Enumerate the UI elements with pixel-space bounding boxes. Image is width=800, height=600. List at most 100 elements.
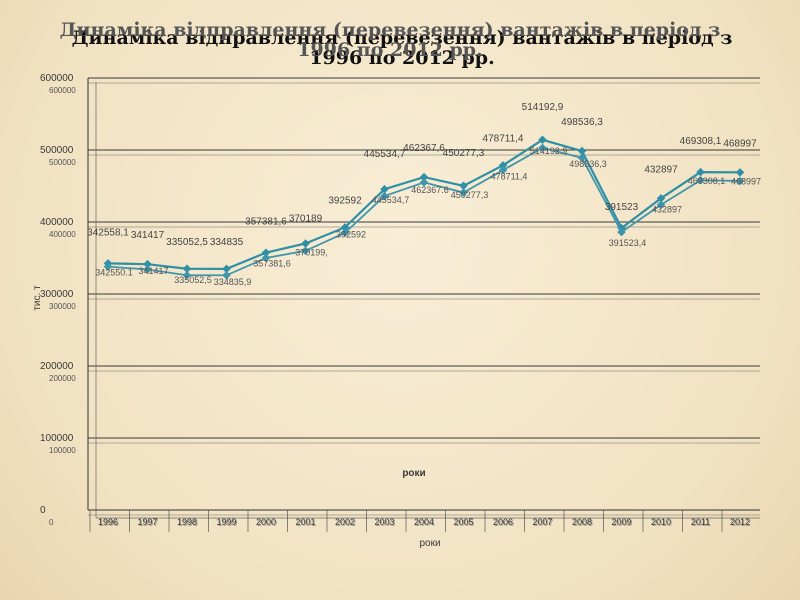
data-label-secondary: 514192.9 — [530, 146, 568, 156]
x-tick-label-shadow: 2001 — [296, 518, 316, 528]
x-axis-title: роки — [402, 468, 425, 479]
x-tick-label: 2011 — [691, 517, 710, 527]
y-tick-label-shadow: 200000 — [49, 374, 76, 383]
data-label-secondary: 478711,4 — [491, 171, 528, 181]
x-tick-label: 2002 — [335, 517, 355, 527]
data-point — [182, 264, 192, 274]
data-point — [222, 271, 231, 280]
y-tick-label: 600000 — [40, 73, 74, 84]
slide-title-shadow: Динаміка відправлення (перевезення) вант… — [71, 27, 733, 69]
data-point — [103, 262, 113, 271]
data-point — [301, 239, 310, 248]
data-point — [735, 168, 745, 177]
data-label: 450277,3 — [443, 148, 485, 159]
x-tick-label: 1999 — [216, 517, 236, 527]
data-label-secondary: 462367.6 — [411, 185, 449, 195]
data-label: 514192,9 — [522, 102, 564, 113]
y-tick-label: 0 — [40, 505, 46, 516]
x-tick-label: 2012 — [730, 517, 750, 527]
x-tick-label: 2007 — [532, 517, 552, 527]
x-tick-label: 1996 — [98, 517, 118, 527]
data-label: 391523 — [605, 202, 639, 213]
y-tick-label-shadow: 100000 — [49, 446, 76, 455]
data-label-secondary: 342550.1 — [95, 267, 133, 277]
data-label: 335052,5 — [166, 237, 208, 248]
x-tick-label-shadow: 2008 — [573, 518, 593, 528]
x-tick-label-shadow: 1998 — [178, 518, 198, 528]
data-point — [419, 172, 429, 182]
data-point — [261, 253, 271, 263]
data-point — [222, 264, 231, 274]
x-tick-label: 2009 — [611, 517, 631, 527]
y-tick-label-shadow: 600000 — [49, 86, 76, 95]
x-tick-label-shadow: 2003 — [375, 518, 395, 528]
x-tick-label: 2010 — [651, 517, 671, 527]
y-tick-label-shadow: 400000 — [49, 230, 76, 239]
x-tick-label-shadow: 2000 — [257, 518, 277, 528]
y-tick-label-shadow: 500000 — [49, 158, 76, 167]
x-tick-label: 2006 — [493, 517, 513, 527]
data-label-secondary: 469308,1 — [688, 176, 726, 186]
data-point — [498, 161, 508, 170]
y-tick-label: 400000 — [40, 217, 74, 228]
x-tick-label-shadow: 2011 — [692, 518, 711, 528]
data-label: 468997 — [723, 138, 757, 149]
x-tick-label-shadow: 1997 — [138, 518, 158, 528]
data-label: 357381,6 — [245, 217, 287, 228]
data-point — [143, 259, 152, 269]
slide-title: Динаміка відправлення (перевезення) вант… — [59, 19, 721, 61]
y-axis-title: тис. т — [32, 285, 43, 311]
data-label-secondary: 334835,9 — [214, 277, 252, 287]
x-tick-label: 2000 — [256, 517, 276, 527]
data-point — [143, 265, 152, 274]
x-tick-label: 2008 — [572, 517, 592, 527]
data-point — [498, 165, 508, 175]
data-label-secondary: 432897 — [652, 204, 682, 214]
data-label-secondary: 392592 — [336, 229, 366, 239]
data-label: 498536,3 — [561, 117, 603, 128]
x-tick-label: 2001 — [295, 517, 315, 527]
x-axis-title-shadow: роки — [419, 538, 440, 549]
data-label-secondary: 445534,7 — [372, 195, 410, 205]
x-tick-label-shadow: 2004 — [415, 518, 435, 528]
data-label-secondary: 468997 — [731, 176, 761, 186]
x-tick-label-shadow: 1996 — [99, 518, 119, 528]
data-label-secondary: 450277,3 — [451, 190, 489, 200]
data-label-secondary: 391523,4 — [609, 238, 647, 248]
data-label: 432897 — [644, 164, 678, 175]
data-label: 341417 — [131, 230, 165, 241]
series-line — [107, 138, 741, 271]
x-tick-label-shadow: 2002 — [336, 518, 356, 528]
data-label: 342558,1 — [87, 227, 129, 238]
y-tick-label-shadow: 300000 — [49, 302, 76, 311]
x-tick-label-shadow: 2005 — [454, 518, 474, 528]
y-tick-label-shadow: 0 — [49, 518, 54, 527]
data-point — [419, 178, 429, 187]
x-tick-label: 1997 — [137, 517, 157, 527]
data-point — [380, 191, 389, 201]
y-tick-label: 100000 — [40, 433, 74, 444]
data-point — [340, 228, 350, 238]
x-tick-label-shadow: 2007 — [533, 518, 553, 528]
x-tick-label: 2003 — [374, 517, 394, 527]
data-point — [261, 248, 271, 257]
data-point — [182, 271, 192, 280]
y-tick-label: 500000 — [40, 145, 74, 156]
x-tick-label: 2005 — [453, 517, 473, 527]
data-point — [459, 188, 468, 197]
x-tick-label: 2004 — [414, 517, 434, 527]
data-label-secondary: 357381,6 — [253, 259, 291, 269]
data-label: 392592 — [328, 195, 362, 206]
data-label-secondary: 341417 — [138, 266, 168, 276]
data-label-secondary: 335052,5 — [174, 275, 212, 285]
x-tick-label-shadow: 2006 — [494, 518, 514, 528]
data-label: 334835 — [210, 237, 244, 248]
data-label: 445534,7 — [364, 149, 406, 160]
data-point — [301, 246, 310, 256]
data-label-secondary: 498536,3 — [569, 159, 607, 169]
y-tick-label: 200000 — [40, 361, 74, 372]
x-tick-label-shadow: 2009 — [612, 518, 632, 528]
x-tick-label: 1998 — [177, 517, 197, 527]
